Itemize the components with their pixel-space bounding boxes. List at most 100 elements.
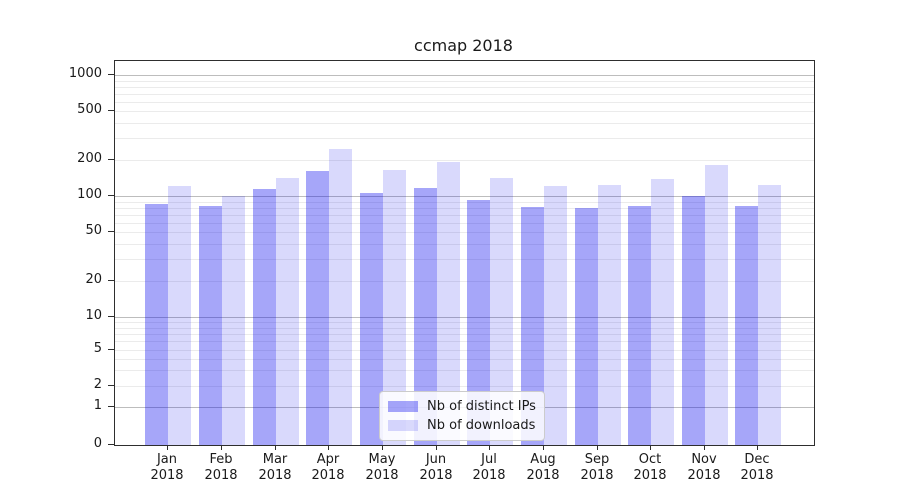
y-tick-mark	[108, 406, 114, 407]
gridline-major	[115, 317, 814, 318]
gridline-minor	[115, 386, 814, 387]
x-tick-month: Jun	[425, 452, 447, 467]
gridline-minor	[115, 223, 814, 224]
gridline-minor	[115, 334, 814, 335]
bar-nov-downloads	[705, 165, 728, 445]
bar-aug-distinct-ips	[521, 207, 544, 445]
bar-aug-downloads	[544, 186, 567, 445]
y-tick-label: 1	[93, 398, 102, 413]
gridline-minor	[115, 370, 814, 371]
bar-dec-downloads	[758, 185, 781, 445]
gridline-minor	[115, 111, 814, 112]
y-tick-mark	[108, 385, 114, 386]
x-tick-label-may: May 2018	[350, 452, 414, 484]
x-tick-mark	[167, 445, 168, 450]
gridline-minor	[115, 208, 814, 209]
gridline-minor	[115, 160, 814, 161]
y-tick-label: 1000	[68, 66, 102, 81]
chart-title: ccmap 2018	[414, 36, 513, 55]
x-tick-year: 2018	[258, 468, 292, 483]
x-tick-mark	[382, 445, 383, 450]
x-tick-month: Mar	[262, 452, 288, 467]
x-tick-year: 2018	[150, 468, 184, 483]
y-tick-mark	[108, 316, 114, 317]
bar-feb-downloads	[222, 195, 245, 445]
x-tick-mark	[328, 445, 329, 450]
x-tick-month: Nov	[691, 452, 717, 467]
bar-sep-downloads	[598, 184, 621, 445]
y-tick-label: 2	[93, 377, 102, 392]
bar-jul-downloads	[490, 177, 513, 445]
x-tick-label-sep: Sep 2018	[565, 452, 629, 484]
bar-oct-downloads	[651, 179, 674, 445]
gridline-major	[115, 75, 814, 76]
x-tick-mark	[704, 445, 705, 450]
x-tick-year: 2018	[740, 468, 774, 483]
bar-jun-downloads	[437, 162, 460, 445]
gridline-minor	[115, 123, 814, 124]
y-tick-mark	[108, 159, 114, 160]
legend: Nb of distinct IPs Nb of downloads	[379, 391, 545, 441]
legend-entry-distinct-ips: Nb of distinct IPs	[388, 397, 536, 416]
gridline-minor	[115, 138, 814, 139]
bar-dec-distinct-ips	[735, 205, 758, 445]
y-tick-label: 5	[93, 341, 102, 356]
bar-jun-distinct-ips	[414, 187, 437, 445]
y-tick-mark	[108, 349, 114, 350]
x-tick-label-mar: Mar 2018	[243, 452, 307, 484]
y-tick-label: 100	[77, 187, 102, 202]
x-tick-year: 2018	[526, 468, 560, 483]
gridline-minor	[115, 102, 814, 103]
x-tick-year: 2018	[365, 468, 399, 483]
gridline-minor	[115, 359, 814, 360]
x-tick-month: Sep	[584, 452, 610, 467]
gridline-major	[115, 196, 814, 197]
bar-may-downloads	[383, 170, 406, 445]
gridline-minor	[115, 94, 814, 95]
x-tick-month: Dec	[744, 452, 770, 467]
gridline-minor	[115, 259, 814, 260]
x-tick-label-feb: Feb 2018	[189, 452, 253, 484]
gridline-minor	[115, 281, 814, 282]
y-tick-label: 500	[77, 102, 102, 117]
y-tick-label: 0	[93, 436, 102, 451]
x-tick-month: Jul	[481, 452, 497, 467]
gridline-minor	[115, 244, 814, 245]
gridline-minor	[115, 87, 814, 88]
y-tick-label: 10	[85, 308, 102, 323]
x-tick-label-nov: Nov 2018	[672, 452, 736, 484]
bar-jan-downloads	[168, 185, 191, 445]
x-tick-label-dec: Dec 2018	[725, 452, 789, 484]
x-tick-mark	[543, 445, 544, 450]
gridline-minor	[115, 202, 814, 203]
gridline-minor	[115, 328, 814, 329]
plot-area: Nb of distinct IPs Nb of downloads	[114, 60, 815, 446]
y-tick-mark	[108, 110, 114, 111]
x-tick-label-jun: Jun 2018	[404, 452, 468, 484]
x-tick-label-oct: Oct 2018	[618, 452, 682, 484]
x-tick-month: May	[368, 452, 396, 467]
x-tick-mark	[489, 445, 490, 450]
x-tick-year: 2018	[472, 468, 506, 483]
bar-feb-distinct-ips	[199, 206, 222, 445]
legend-swatch-downloads	[388, 420, 418, 431]
bar-mar-distinct-ips	[253, 189, 276, 445]
y-tick-mark	[108, 444, 114, 445]
y-tick-label: 200	[77, 151, 102, 166]
gridline-minor	[115, 215, 814, 216]
x-tick-month: Apr	[316, 452, 340, 467]
x-tick-mark	[650, 445, 651, 450]
x-tick-mark	[597, 445, 598, 450]
legend-label-distinct-ips: Nb of distinct IPs	[427, 399, 536, 414]
x-tick-mark	[757, 445, 758, 450]
x-tick-mark	[275, 445, 276, 450]
x-tick-month: Jan	[156, 452, 178, 467]
x-tick-label-aug: Aug 2018	[511, 452, 575, 484]
x-tick-year: 2018	[204, 468, 238, 483]
y-tick-label: 20	[85, 272, 102, 287]
x-tick-mark	[221, 445, 222, 450]
y-tick-mark	[108, 74, 114, 75]
x-tick-month: Aug	[530, 452, 556, 467]
x-tick-mark	[436, 445, 437, 450]
x-tick-label-apr: Apr 2018	[296, 452, 360, 484]
